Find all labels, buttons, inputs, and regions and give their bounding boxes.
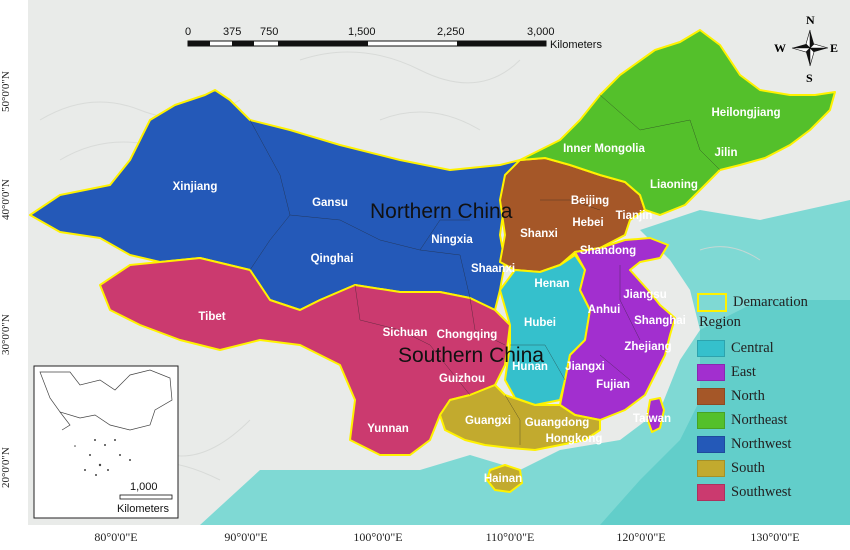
province-label-heilongjiang: Heilongjiang [712,107,781,119]
inset-scale-unit: Kilometers [117,503,169,515]
scale-tick-750: 750 [260,26,278,38]
scale-bar: 0 375 750 1,500 2,250 3,000 Kilometers [185,26,602,51]
legend-demarcation: Demarcation [697,290,847,314]
province-label-hunan: Hunan [512,361,548,373]
lon-label-120: 120°0'0"E [616,530,666,544]
compass-s: S [806,71,813,85]
province-label-guangdong: Guangdong [525,417,590,429]
china-region-map: Northern China Southern China Xinjiang Ti… [29,13,850,525]
province-label-anhui: Anhui [588,304,621,316]
province-label-sichuan: Sichuan [383,327,428,339]
province-label-inner-mongolia: Inner Mongolia [563,143,645,155]
lon-label-80: 80°0'0"E [94,530,138,544]
region-south [439,384,601,451]
province-label-hubei: Hubei [524,317,556,329]
inset-map: 1,000 Kilometers [33,365,179,519]
region-taiwan [646,397,665,433]
region-hainan [486,464,523,493]
legend-item-southwest: Southwest [697,480,847,504]
province-label-hebei: Hebei [572,217,603,229]
province-label-fujian: Fujian [596,379,630,391]
legend-item-north: North [697,384,847,408]
lat-label-50: 50°0'0"N [0,71,12,113]
province-label-xinjiang: Xinjiang [173,181,218,193]
scale-unit: Kilometers [550,39,602,51]
legend-label: Central [731,339,774,356]
lon-label-130: 130°0'0"E [750,530,800,544]
province-label-tibet: Tibet [198,311,225,323]
legend-swatch [697,459,725,477]
demarcation-swatch [697,292,727,312]
legend-items: Central East North Northeast Northwest South S… [697,336,847,504]
lon-label-110: 110°0'0"E [485,530,535,544]
region-east [559,237,676,421]
province-label-gansu: Gansu [312,197,348,209]
province-label-guizhou: Guizhou [439,373,485,385]
legend-swatch [697,387,725,405]
legend-label: Northwest [731,435,792,452]
compass-w: W [774,41,786,55]
province-label-jiangsu: Jiangsu [623,289,666,301]
legend-item-northeast: Northeast [697,408,847,432]
province-label-yunnan: Yunnan [367,423,409,435]
province-label-beijing: Beijing [571,195,609,207]
compass-e: E [830,41,838,55]
province-label-taiwan: Taiwan [633,413,671,425]
map-legend: Demarcation Region Central East North North… [697,290,847,504]
lon-label-90: 90°0'0"E [224,530,268,544]
legend-item-central: Central [697,336,847,360]
inset-scale-value: 1,000 [130,481,158,493]
province-boundaries [249,94,721,445]
scale-tick-375: 375 [223,26,241,38]
province-labels: Xinjiang Tibet Gansu Qinghai Ningxia Shaanxi S… [173,107,781,485]
legend-region-title: Region [699,314,741,330]
legend-swatch [697,411,725,429]
legend-label: South [731,459,765,476]
province-label-zhejiang: Zhejiang [624,341,671,353]
province-label-jiangxi: Jiangxi [565,361,605,373]
province-label-chongqing: Chongqing [437,329,498,341]
legend-demarcation-label: Demarcation [733,293,808,310]
lat-label-20: 20°0'0"N [0,447,12,489]
province-label-shanghai: Shanghai [634,315,686,327]
province-label-liaoning: Liaoning [650,179,698,191]
legend-swatch [697,339,725,357]
compass-rose-icon: N S E W [774,13,838,85]
legend-label: North [731,387,765,404]
province-label-henan: Henan [534,278,569,290]
province-label-ningxia: Ningxia [431,234,473,246]
province-label-shaanxi: Shaanxi [471,263,515,275]
sea-deep [600,300,850,525]
province-label-hongkong: Hongkong [546,433,603,445]
scale-tick-2250: 2,250 [437,26,465,38]
province-label-tianjin: Tianjin [616,210,653,222]
legend-swatch [697,363,725,381]
legend-item-northwest: Northwest [697,432,847,456]
province-label-qinghai: Qinghai [311,253,354,265]
lat-label-30: 30°0'0"N [0,314,12,356]
province-label-jilin: Jilin [714,147,737,159]
province-label-shanxi: Shanxi [520,228,558,240]
province-label-guangxi: Guangxi [465,415,511,427]
southern-china-label: Southern China [398,344,544,367]
legend-label: Northeast [731,411,788,428]
legend-label: East [731,363,756,380]
legend-label: Southwest [731,483,792,500]
province-label-shandong: Shandong [580,245,636,257]
scale-tick-3000: 3,000 [527,26,555,38]
legend-item-south: South [697,456,847,480]
lat-label-40: 40°0'0"N [0,179,12,221]
northern-china-label: Northern China [370,200,513,223]
province-label-hainan: Hainan [484,473,522,485]
legend-swatch [697,483,725,501]
scale-tick-1500: 1,500 [348,26,376,38]
scale-tick-0: 0 [185,26,191,38]
legend-item-east: East [697,360,847,384]
lon-label-100: 100°0'0"E [353,530,403,544]
legend-swatch [697,435,725,453]
compass-n: N [806,13,815,27]
